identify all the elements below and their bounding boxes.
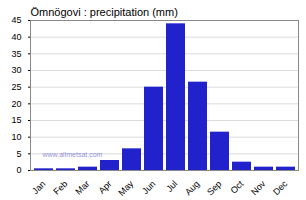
svg-text:Apr: Apr bbox=[96, 179, 113, 196]
svg-text:Jun: Jun bbox=[140, 179, 157, 196]
svg-text:Oct: Oct bbox=[228, 178, 245, 195]
svg-text:Nov: Nov bbox=[249, 178, 268, 197]
svg-text:30: 30 bbox=[11, 65, 21, 75]
svg-text:5: 5 bbox=[16, 149, 21, 159]
svg-text:Dec: Dec bbox=[271, 178, 290, 197]
svg-text:20: 20 bbox=[11, 99, 21, 109]
svg-text:Aug: Aug bbox=[183, 179, 201, 197]
svg-text:Jan: Jan bbox=[30, 179, 47, 196]
svg-text:Mar: Mar bbox=[73, 179, 91, 197]
svg-text:www.allmetsat.com: www.allmetsat.com bbox=[42, 151, 103, 158]
svg-text:Ömnögovi : precipitation (mm): Ömnögovi : precipitation (mm) bbox=[31, 6, 178, 18]
svg-text:May: May bbox=[116, 178, 135, 197]
svg-text:25: 25 bbox=[11, 82, 21, 92]
svg-text:Sep: Sep bbox=[205, 179, 223, 197]
svg-text:Jul: Jul bbox=[164, 179, 179, 194]
svg-text:15: 15 bbox=[11, 115, 21, 125]
svg-text:0: 0 bbox=[16, 165, 21, 175]
svg-text:35: 35 bbox=[11, 49, 21, 59]
svg-text:Feb: Feb bbox=[51, 179, 69, 197]
svg-text:40: 40 bbox=[11, 32, 21, 42]
svg-text:45: 45 bbox=[11, 15, 21, 25]
svg-text:10: 10 bbox=[11, 132, 21, 142]
